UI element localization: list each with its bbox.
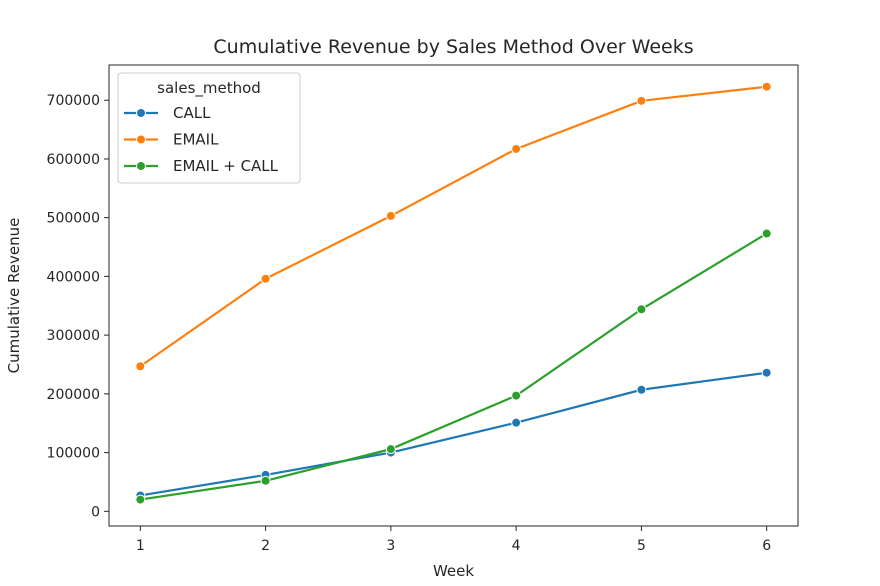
data-point-email: [260, 273, 271, 284]
y-tick-label: 400000: [47, 269, 100, 285]
legend-entry-email: EMAIL: [124, 131, 219, 149]
data-point-call: [511, 417, 522, 428]
y-tick-label: 500000: [47, 211, 100, 227]
y-tick-label: 300000: [47, 328, 100, 344]
data-point-email-call: [135, 494, 146, 505]
data-point-email-call: [260, 475, 271, 486]
series-line-email-call: [140, 232, 768, 501]
series-line-call: [140, 371, 767, 497]
x-tick-label: 6: [762, 538, 771, 554]
data-point-email-call: [761, 228, 772, 239]
data-point-call: [636, 384, 647, 395]
data-point-call: [761, 367, 772, 378]
y-tick-label: 600000: [47, 152, 100, 168]
y-axis-label: Cumulative Revenue: [5, 218, 23, 374]
legend-entries: CALL EMAIL EMAIL + CALL: [124, 104, 279, 175]
y-tick-label: 100000: [47, 446, 100, 462]
legend-title: sales_method: [157, 79, 261, 98]
data-point-email: [511, 143, 522, 154]
data-point-email-call: [385, 444, 396, 455]
legend-entry-call: CALL: [124, 104, 211, 122]
series-layer: [135, 81, 772, 505]
x-axis: 1 2 3 4 5 6: [136, 526, 771, 554]
axes-frame: [108, 64, 799, 527]
legend-entry-email-call: EMAIL + CALL: [124, 157, 279, 175]
legend-marker: [136, 161, 146, 171]
legend-label: EMAIL + CALL: [173, 157, 279, 175]
legend: sales_method CALL EMAIL EMAIL + CALL: [117, 72, 301, 184]
series-email-call: [135, 228, 772, 505]
data-point-email-call: [636, 304, 647, 315]
legend-label: CALL: [173, 104, 211, 122]
y-tick-label: 700000: [47, 93, 100, 109]
y-tick-label: 200000: [47, 387, 100, 403]
legend-box: [117, 72, 301, 184]
legend-marker: [136, 134, 146, 145]
y-tick-label: 0: [91, 504, 100, 520]
x-tick-label: 4: [512, 538, 521, 554]
x-tick-label: 5: [637, 538, 646, 554]
x-tick-label: 1: [136, 538, 145, 554]
y-axis: 0 100000 200000 300000 400000 500000 600000 700…: [47, 93, 109, 520]
series-call: [135, 367, 772, 501]
legend-marker: [136, 108, 146, 118]
x-axis-label: Week: [433, 562, 474, 580]
legend-label: EMAIL: [173, 131, 219, 149]
chart-title: Cumulative Revenue by Sales Method Over …: [213, 36, 693, 58]
x-tick-label: 3: [386, 538, 395, 554]
series-email: [135, 81, 772, 372]
data-point-email: [385, 210, 396, 221]
data-point-email: [636, 95, 647, 106]
x-tick-label: 2: [261, 538, 270, 554]
data-point-email-call: [511, 390, 522, 401]
plot-area: 1 2 3 4 5 6 0 100000 200000 300000 400000 500000 60…: [47, 64, 799, 554]
data-point-email: [761, 81, 772, 92]
series-line-email: [139, 85, 767, 368]
data-point-email: [135, 361, 146, 372]
